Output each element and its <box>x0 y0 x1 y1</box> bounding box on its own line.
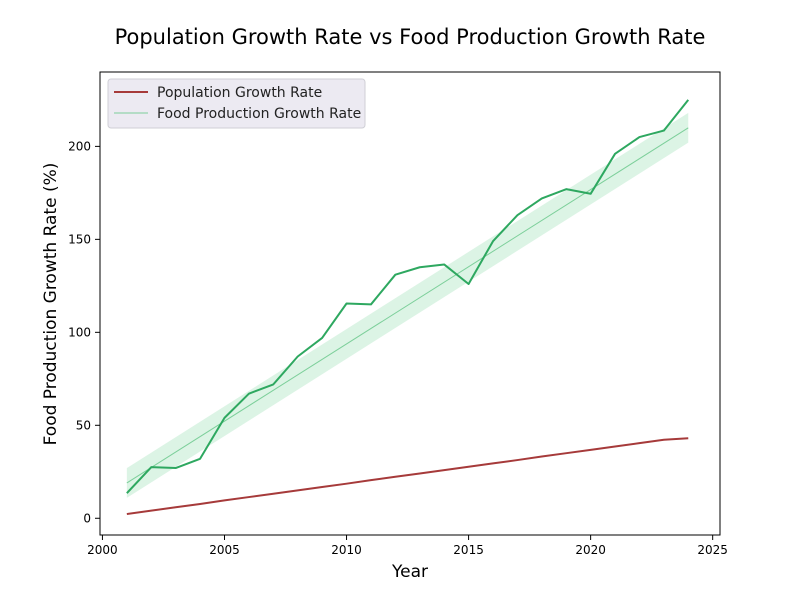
y-tick-label: 50 <box>76 418 91 432</box>
legend-box <box>107 78 366 129</box>
x-tick-label: 2000 <box>87 543 118 557</box>
plot-frame <box>99 71 721 536</box>
series-line-population <box>126 437 689 515</box>
x-axis: 2000 2005 2010 2015 2020 2025 <box>87 535 728 557</box>
y-tick-label: 200 <box>68 139 91 153</box>
x-tick-label: 2005 <box>209 543 240 557</box>
y-tick-label: 100 <box>68 325 91 339</box>
legend-label-food-production: Food Production Growth Rate <box>157 106 361 122</box>
plot-area <box>126 99 690 515</box>
legend: Population Growth Rate Food Production G… <box>107 78 366 129</box>
chart-title: Population Growth Rate vs Food Productio… <box>115 25 706 49</box>
legend-label-population: Population Growth Rate <box>157 85 322 101</box>
y-axis-label: Food Production Growth Rate (%) <box>41 163 61 446</box>
x-tick-label: 2010 <box>331 543 362 557</box>
x-tick-label: 2015 <box>453 543 484 557</box>
series-line-food-production <box>126 99 690 494</box>
y-tick-label: 0 <box>83 511 91 525</box>
x-axis-label: Year <box>391 562 428 582</box>
x-tick-label: 2025 <box>697 543 728 557</box>
x-tick-label: 2020 <box>575 543 606 557</box>
y-axis: 0 50 100 150 200 <box>68 139 100 525</box>
y-tick-label: 150 <box>68 232 91 246</box>
